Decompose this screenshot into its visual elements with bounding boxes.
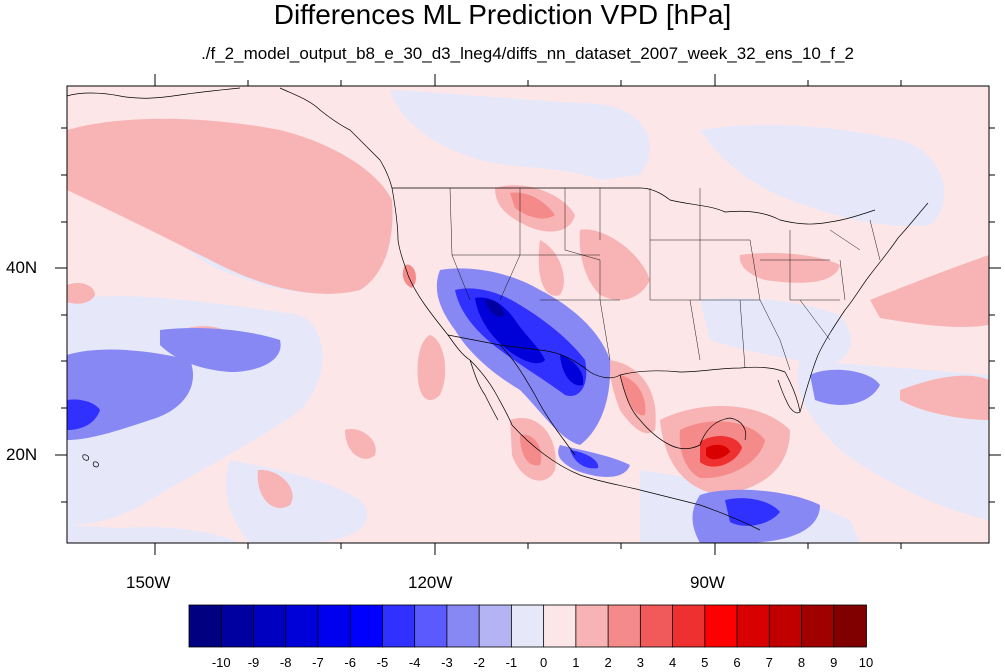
colorbar-tick-label: -7 — [312, 655, 324, 670]
colorbar-tick-label: -5 — [376, 655, 389, 670]
map-subtitle: ./f_2_model_output_b8_e_30_d3_lneg4/diff… — [201, 44, 854, 63]
light-red-regions — [67, 118, 989, 509]
colorbar-swatch — [414, 604, 448, 648]
colorbar-tick-label: -9 — [247, 655, 260, 670]
colorbar-tick-label: 4 — [668, 655, 677, 670]
colorbar-swatch — [285, 604, 319, 648]
colorbar-tick-label: 1 — [572, 655, 580, 670]
coastlines-borders — [67, 87, 929, 531]
colorbar-tick-label: -8 — [279, 655, 292, 670]
colorbar-tick-label: -1 — [505, 655, 518, 670]
colorbar-swatch — [510, 604, 545, 648]
colorbar-swatch — [253, 604, 287, 648]
colorbar-swatch — [349, 604, 384, 648]
colorbar-swatch — [478, 604, 513, 648]
colorbar-tick-label: -3 — [441, 655, 453, 670]
colorbar-swatch — [704, 604, 738, 648]
colorbar-swatch — [736, 604, 771, 648]
lon-label-120w: 120W — [408, 573, 453, 592]
colorbar-swatch — [382, 604, 416, 648]
lat-label-40n: 40N — [6, 258, 38, 277]
colorbar-tick-label: -10 — [211, 655, 231, 670]
field-layer — [67, 86, 989, 543]
colorbar-swatch — [575, 604, 609, 648]
state-borders — [449, 187, 881, 371]
colorbar-tick-label: 9 — [830, 655, 838, 670]
colorbar-swatch — [672, 604, 706, 648]
colorbar-swatch — [833, 604, 867, 648]
colorbar-swatch — [446, 604, 481, 648]
peak-red-regions — [706, 444, 730, 460]
colorbar-tick-label: 2 — [604, 655, 612, 670]
colorbar-tick-label: 7 — [765, 655, 773, 670]
deep-blue-regions — [475, 297, 584, 386]
map-title: Differences ML Prediction VPD [hPa] — [273, 0, 732, 30]
colorbar-tick-label: 5 — [701, 655, 709, 670]
colorbar-swatch — [768, 604, 803, 648]
lat-ticks — [55, 127, 1001, 503]
colorbar-swatch — [220, 604, 255, 648]
colorbar-tick-label: -2 — [473, 655, 485, 670]
lon-label-150w: 150W — [126, 573, 171, 592]
colorbar — [188, 604, 867, 648]
colorbar-tick-label: -6 — [344, 655, 356, 670]
colorbar-tick-label: 8 — [797, 655, 806, 670]
lon-ticks — [154, 74, 902, 555]
colorbar-tick-label: 0 — [539, 655, 548, 670]
darkest-blue-regions — [485, 299, 505, 317]
colorbar-tick-label: -4 — [408, 655, 421, 670]
colorbar-swatch — [317, 604, 352, 648]
lon-label-90w: 90W — [690, 573, 725, 592]
colorbar-tick-label: 6 — [733, 655, 741, 670]
colorbar-swatch — [639, 604, 674, 648]
lat-label-20n: 20N — [6, 445, 38, 464]
colorbar-tick-label: 10 — [858, 655, 874, 670]
colorbar-swatch — [607, 604, 642, 648]
colorbar-tick-label: 3 — [636, 655, 644, 670]
colorbar-swatch — [801, 604, 835, 648]
colorbar-swatch — [188, 604, 223, 648]
colorbar-swatch — [543, 604, 577, 648]
